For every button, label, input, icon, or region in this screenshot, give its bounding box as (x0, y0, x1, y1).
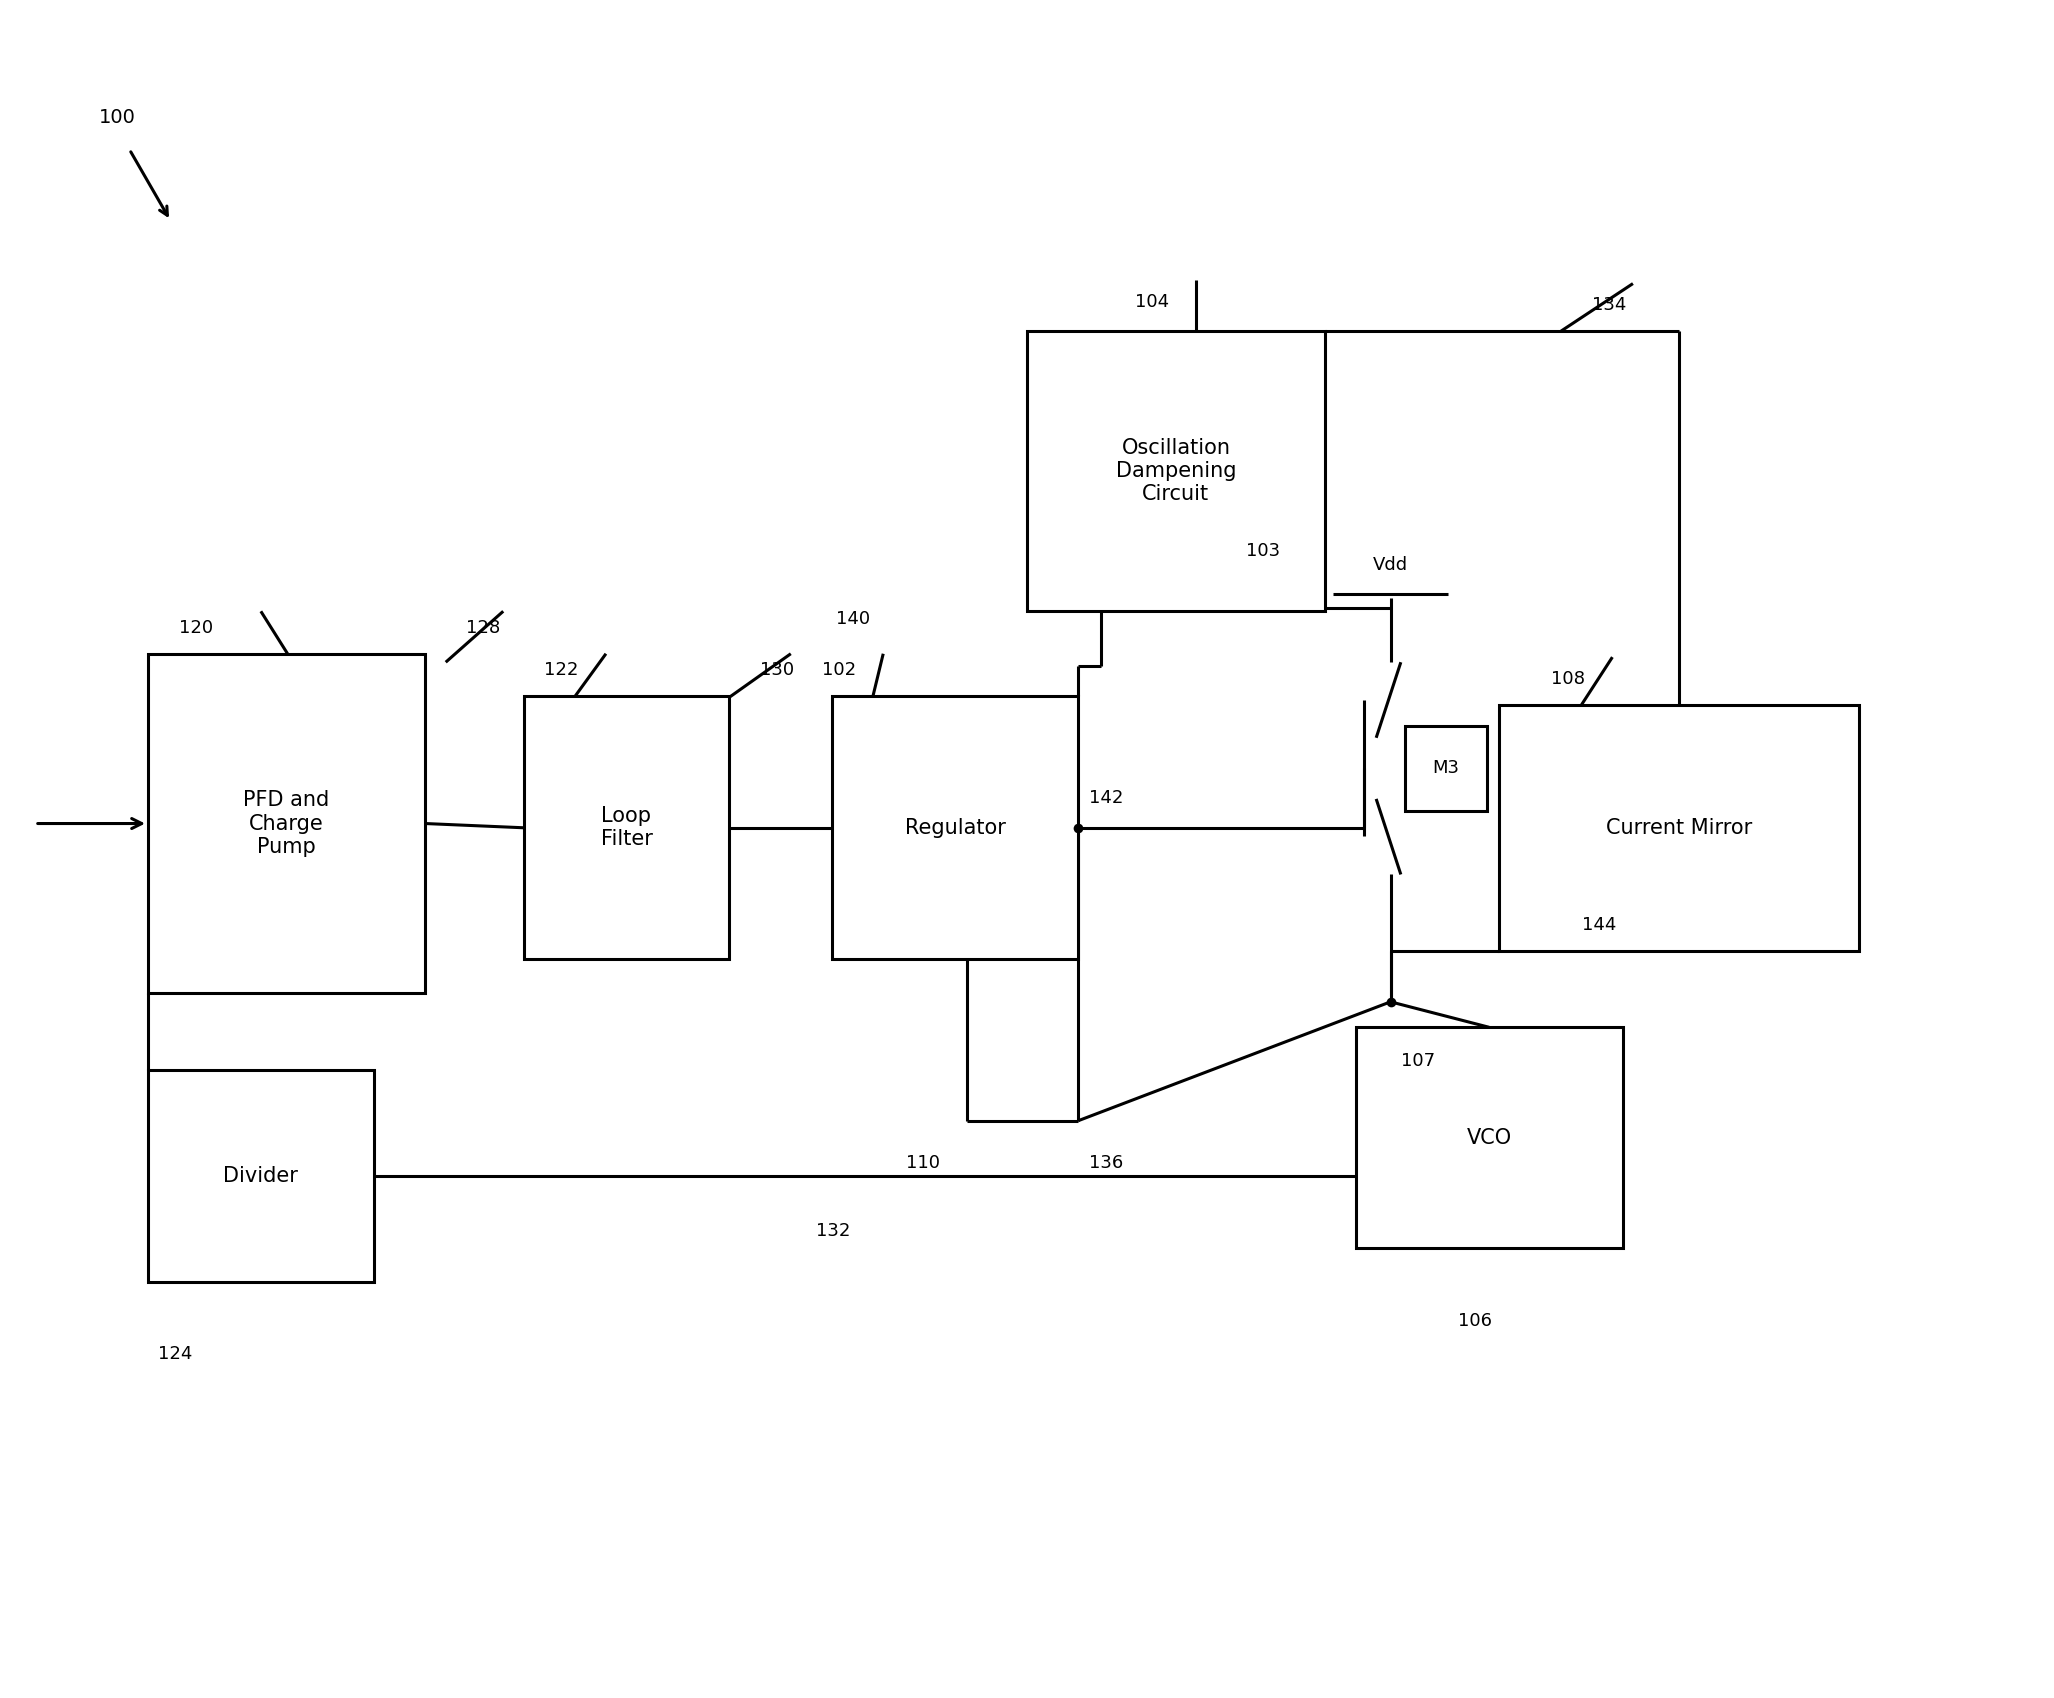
Text: 120: 120 (179, 618, 214, 637)
Text: 106: 106 (1458, 1311, 1493, 1330)
Text: Vdd: Vdd (1372, 555, 1409, 574)
Text: 144: 144 (1582, 915, 1616, 934)
FancyBboxPatch shape (1405, 727, 1487, 812)
Text: Regulator: Regulator (904, 818, 1006, 837)
Text: M3: M3 (1432, 759, 1460, 778)
FancyBboxPatch shape (1356, 1027, 1623, 1248)
Text: 100: 100 (99, 109, 136, 127)
Text: 103: 103 (1245, 542, 1280, 560)
FancyBboxPatch shape (1499, 705, 1859, 951)
Text: PFD and
Charge
Pump: PFD and Charge Pump (244, 790, 329, 857)
FancyBboxPatch shape (524, 696, 729, 959)
Text: 102: 102 (822, 661, 857, 679)
Text: 142: 142 (1089, 790, 1124, 808)
Text: Divider: Divider (224, 1167, 298, 1185)
Text: 122: 122 (544, 661, 579, 679)
Text: 128: 128 (466, 618, 501, 637)
Text: 104: 104 (1134, 292, 1169, 311)
Text: 107: 107 (1401, 1051, 1436, 1070)
Text: 124: 124 (158, 1345, 193, 1363)
Text: 134: 134 (1592, 295, 1627, 314)
Text: 132: 132 (815, 1223, 850, 1240)
Text: Loop
Filter: Loop Filter (600, 807, 653, 849)
Text: VCO: VCO (1467, 1127, 1512, 1148)
Text: 108: 108 (1551, 669, 1586, 688)
FancyBboxPatch shape (148, 654, 425, 993)
FancyBboxPatch shape (832, 696, 1078, 959)
Text: 110: 110 (906, 1153, 941, 1172)
FancyBboxPatch shape (148, 1070, 374, 1282)
Text: 136: 136 (1089, 1153, 1124, 1172)
Text: 140: 140 (836, 610, 871, 628)
Text: Current Mirror: Current Mirror (1606, 818, 1752, 837)
Text: 130: 130 (760, 661, 795, 679)
FancyBboxPatch shape (1027, 331, 1325, 611)
Text: Oscillation
Dampening
Circuit: Oscillation Dampening Circuit (1115, 438, 1237, 504)
